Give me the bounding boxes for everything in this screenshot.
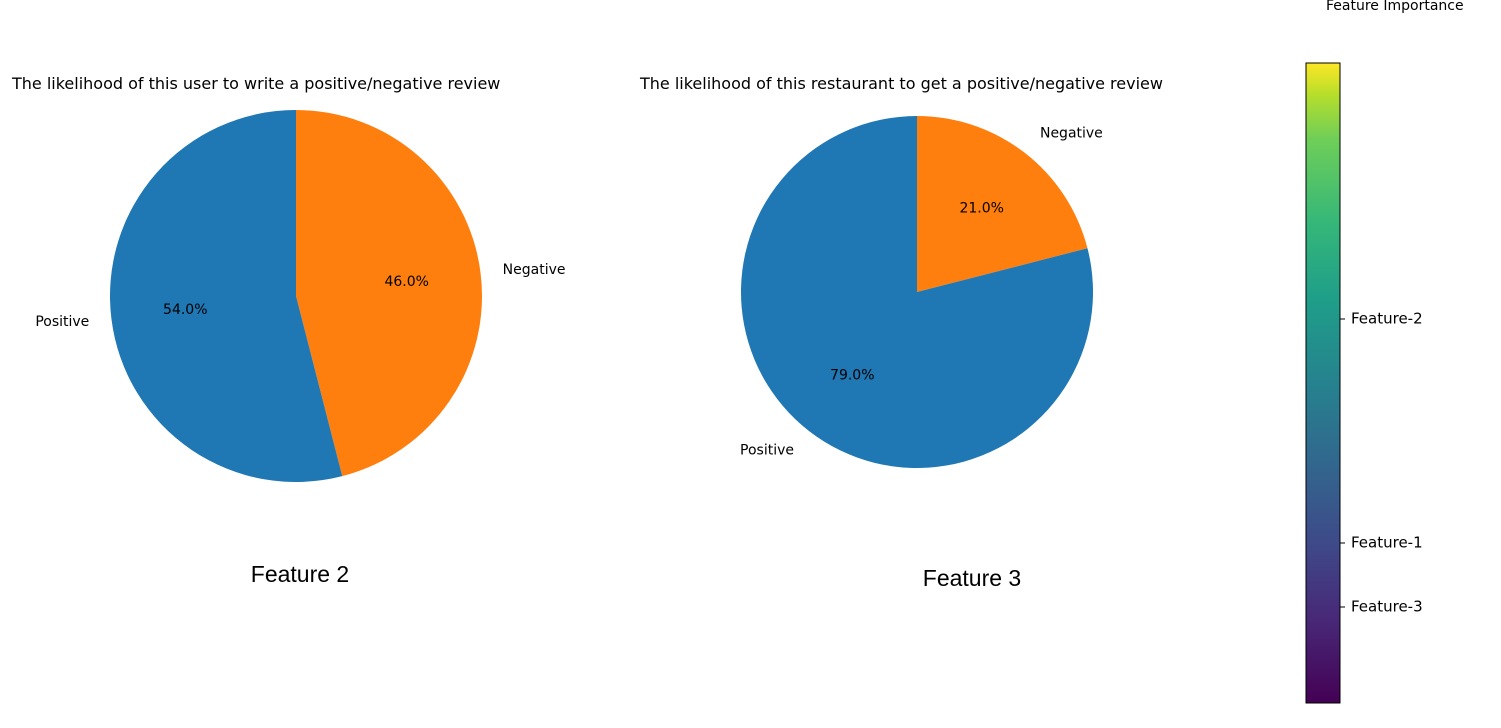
pie2-slice-negative: [917, 116, 1088, 292]
colorbar-gradient: [1305, 62, 1341, 704]
pie2-label-positive: Positive: [740, 443, 794, 459]
colorbar-title: Feature Importance: [1326, 0, 1464, 14]
pie2-title: The likelihood of this restaurant to get…: [640, 74, 1163, 93]
pie2-pct-positive: 79.0%: [830, 367, 874, 383]
pie1-caption: Feature 2: [250, 561, 350, 587]
pie1-label-positive: Positive: [35, 314, 89, 330]
pie2-pct-negative: 21.0%: [959, 201, 1003, 217]
pie2-caption: Feature 3: [922, 565, 1022, 591]
colorbar-tick-label-feature-2: Feature-2: [1351, 310, 1423, 328]
pie1-label-negative: Negative: [503, 262, 566, 278]
colorbar-tick-label-feature-1: Feature-1: [1351, 534, 1423, 552]
pie1-pct-negative: 46.0%: [384, 274, 428, 290]
pie2: 21.0% Negative 79.0% Positive: [740, 116, 1103, 468]
pie1-slice-negative: [296, 110, 482, 477]
pie1-title: The likelihood of this user to write a p…: [12, 74, 501, 93]
pie1-slice-positive: [109, 110, 343, 482]
pie1: 46.0% Negative 54.0% Positive: [35, 110, 566, 482]
colorbar: Feature-2 Feature-1 Feature-3: [1305, 62, 1423, 704]
pie2-label-negative: Negative: [1040, 125, 1103, 141]
pie1-pct-positive: 54.0%: [163, 302, 207, 318]
colorbar-tick-label-feature-3: Feature-3: [1351, 598, 1423, 616]
pie2-slice-positive: [740, 116, 1093, 468]
